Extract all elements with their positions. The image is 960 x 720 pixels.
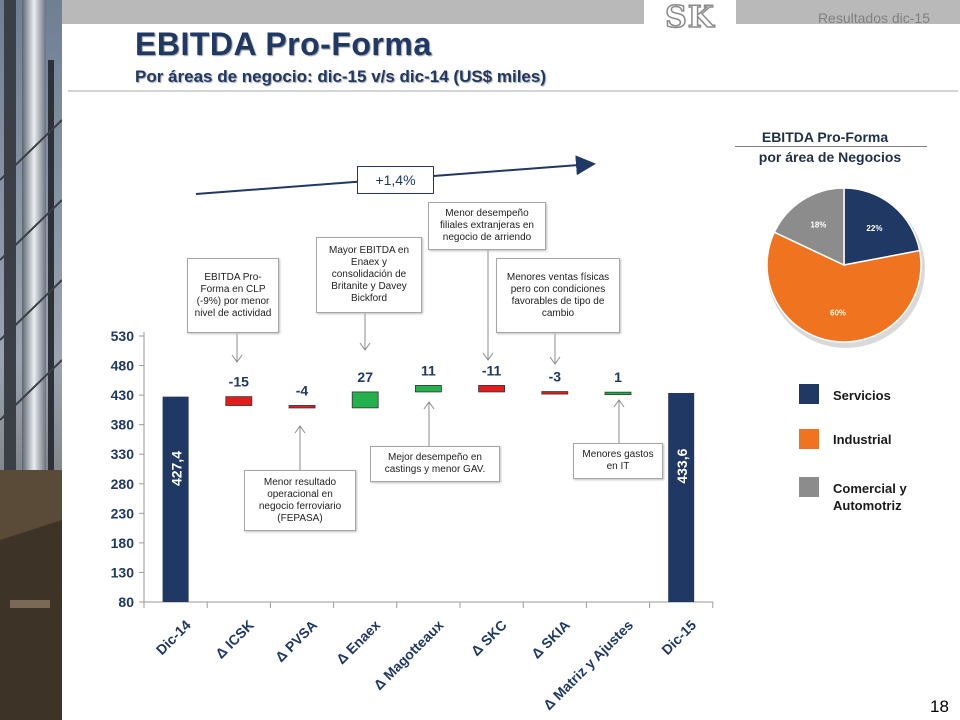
- annotation-skia: Menores ventas físicas pero con condicio…: [496, 258, 620, 333]
- pie-title-divider: [735, 146, 927, 147]
- bar-delta: [225, 396, 253, 406]
- annotation-skc: Menor desempeño filiales extranjeras en …: [428, 202, 546, 250]
- bar-delta: [414, 385, 442, 393]
- y-tick-label: 80: [118, 594, 134, 610]
- bar-data-label: -11: [482, 362, 502, 378]
- x-tick-label: Δ SKC: [468, 617, 510, 659]
- pie-title-line2: por área de Negocios: [758, 149, 902, 165]
- y-tick-label: 530: [111, 328, 135, 344]
- bar-data-label: -15: [229, 374, 249, 390]
- pie-slice: [843, 187, 921, 266]
- pie-slice-label: 22%: [866, 224, 882, 233]
- x-tick-label: Δ ICSK: [212, 617, 257, 662]
- legend-label-industrial: Industrial: [833, 432, 892, 447]
- page-subtitle: Por áreas de negocio: dic-15 v/s dic-14 …: [135, 67, 546, 86]
- page-title: EBITDA Pro-Forma: [135, 26, 432, 62]
- growth-label: +1,4%: [357, 166, 434, 194]
- header-divider: [68, 90, 958, 92]
- bar-delta: [351, 391, 379, 409]
- pie-slice: [766, 231, 922, 343]
- x-tick-label: Δ SKIA: [528, 617, 573, 662]
- bar-data-label: 11: [421, 362, 436, 378]
- annotation-enaex: Mayor EBITDA en Enaex y consolidación de…: [316, 237, 422, 313]
- legend-swatch-industrial: [799, 429, 819, 449]
- bar-delta: [288, 405, 316, 409]
- bar-data-label: -4: [296, 382, 309, 398]
- bar-data-label: -3: [549, 369, 562, 385]
- bar-total: [668, 392, 695, 602]
- pie-slice-label: 18%: [810, 221, 826, 230]
- y-tick-label: 480: [111, 358, 135, 374]
- bar-data-label: 427,4: [169, 451, 185, 486]
- y-tick-label: 280: [111, 476, 135, 492]
- y-tick-label: 180: [111, 535, 135, 551]
- bar-delta: [541, 391, 569, 395]
- pie-chart: 22% 60% 18%: [766, 187, 925, 348]
- legend-swatch-servicios: [799, 384, 819, 404]
- legend-label-comercial: Comercial y Automotriz: [833, 481, 907, 513]
- y-tick-label: 230: [111, 505, 135, 521]
- pie-slice-label: 60%: [830, 308, 846, 317]
- header-bar: [62, 0, 960, 24]
- annotation-magotteaux: Mejor desempeño en castings y menor GAV.: [370, 446, 500, 482]
- pie-slice: [773, 187, 845, 267]
- y-tick-label: 430: [111, 387, 135, 403]
- y-tick-label: 330: [111, 446, 135, 462]
- y-tick-label: 130: [111, 564, 135, 580]
- bar-delta: [604, 391, 632, 396]
- page-number: 18: [930, 697, 949, 716]
- logo: SK: [644, 0, 736, 38]
- bar-data-label: 27: [357, 369, 373, 385]
- x-tick-label: Δ PVSA: [272, 617, 320, 665]
- annotation-matriz: Menores gastos en IT: [573, 443, 663, 479]
- logo-text: SK: [664, 0, 715, 36]
- annotation-icsk: EBITDA Pro-Forma en CLP (-9%) por menor …: [187, 258, 279, 333]
- x-tick-label: Dic-14: [153, 617, 194, 658]
- y-tick-label: 380: [111, 417, 135, 433]
- x-tick-label: Δ Enaex: [333, 617, 383, 667]
- legend-label-servicios: Servicios: [833, 388, 891, 403]
- x-tick-label: Dic-15: [658, 617, 699, 658]
- bar-total: [162, 396, 189, 602]
- period-label: Resultados dic-15: [817, 10, 930, 26]
- industrial-photo: [0, 0, 62, 720]
- bar-delta: [478, 385, 506, 393]
- legend-swatch-comercial: [799, 477, 819, 497]
- waterfall-chart: 80 130 180 230 280 330 380 430 480 530 427,4 -15 -4 2…: [111, 328, 714, 713]
- bar-data-label: 1: [614, 369, 622, 385]
- bar-data-label: 433,6: [674, 448, 690, 483]
- pie-title-line1: EBITDA Pro-Forma: [761, 129, 889, 145]
- annotation-pvsa: Menor resultado operacional en negocio f…: [244, 470, 356, 531]
